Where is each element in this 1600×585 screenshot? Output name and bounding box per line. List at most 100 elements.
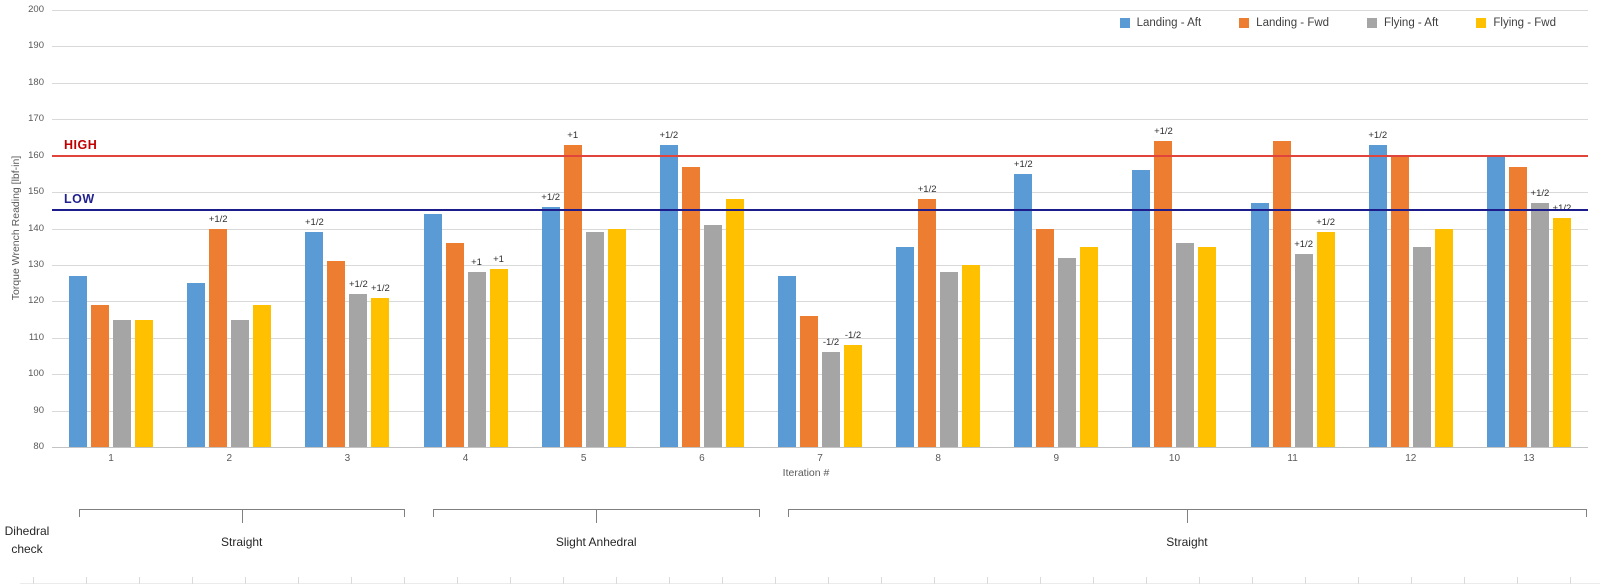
legend-swatch-icon (1476, 18, 1487, 28)
gridline (52, 374, 1588, 376)
bar-flying-aft[interactable] (231, 319, 250, 447)
bottom-faint-tick (775, 577, 776, 584)
bar-landing-fwd[interactable] (91, 304, 110, 447)
bar-landing-aft[interactable] (1486, 155, 1505, 447)
bar-flying-fwd[interactable] (844, 345, 862, 447)
bar-data-label: +1/2 (1294, 238, 1313, 250)
bar-data-label: +1/2 (1154, 126, 1173, 138)
bar-landing-fwd[interactable] (681, 166, 700, 447)
bar-flying-aft[interactable] (1530, 203, 1549, 447)
bar-flying-fwd[interactable] (253, 304, 272, 447)
bar-flying-fwd[interactable] (1198, 246, 1217, 447)
bottom-faint-tick (86, 577, 87, 584)
bar-landing-aft[interactable] (187, 283, 206, 447)
legend-label: Landing - Fwd (1256, 17, 1330, 29)
group-bracket-end (1586, 509, 1587, 517)
bar-flying-fwd[interactable] (371, 297, 390, 447)
bar-flying-fwd[interactable] (607, 228, 626, 447)
bar-flying-aft[interactable] (349, 294, 368, 447)
gridline (52, 410, 1588, 412)
group-bracket-end (79, 509, 80, 517)
bar-landing-aft[interactable] (1250, 203, 1269, 447)
bottom-faint-tick (139, 577, 140, 584)
bar-landing-fwd[interactable] (209, 228, 228, 447)
bar-landing-aft[interactable] (659, 144, 678, 447)
bar-data-label: +1/2 (1316, 217, 1335, 229)
legend-label: Flying - Aft (1384, 17, 1439, 29)
group-bracket-center-tick (241, 509, 243, 523)
bar-flying-aft[interactable] (1058, 257, 1077, 447)
legend-item-landing-aft[interactable]: Landing - Aft (1119, 17, 1201, 29)
bar-flying-fwd[interactable] (725, 199, 744, 447)
y-tick-label: 100 (28, 368, 44, 380)
bar-flying-aft[interactable] (1176, 243, 1195, 447)
group-axis-label: Dihedral check (1, 522, 53, 558)
gridline (52, 10, 1588, 11)
bottom-faint-tick (457, 577, 458, 584)
bottom-faint-tick (298, 577, 299, 584)
bottom-faint-tick (1040, 577, 1041, 584)
bar-landing-fwd[interactable] (563, 144, 582, 447)
group-bracket-center-tick (1186, 509, 1188, 523)
y-tick-label: 140 (28, 222, 44, 234)
x-tick-label: 5 (580, 453, 587, 464)
bar-landing-aft[interactable] (1132, 170, 1151, 447)
bar-data-label: +1/2 (304, 217, 324, 229)
bar-flying-aft[interactable] (940, 272, 959, 447)
bar-flying-fwd[interactable] (962, 264, 981, 447)
bottom-faint-line (20, 583, 1600, 584)
bar-flying-fwd[interactable] (1316, 232, 1335, 447)
y-tick-label: 160 (28, 149, 44, 161)
bar-flying-aft[interactable] (467, 272, 486, 447)
bottom-faint-tick (1146, 577, 1147, 584)
bar-landing-aft[interactable] (778, 275, 796, 447)
bar-flying-fwd[interactable] (489, 268, 508, 447)
bar-landing-fwd[interactable] (1390, 155, 1409, 447)
ref-line-label-high: HIGH (64, 137, 98, 152)
x-tick-label: 4 (462, 453, 469, 464)
bar-flying-aft[interactable] (822, 352, 840, 447)
bar-flying-aft[interactable] (1294, 253, 1313, 447)
legend-item-flying-aft[interactable]: Flying - Aft (1367, 17, 1438, 29)
bar-landing-fwd[interactable] (1508, 166, 1527, 447)
group-bracket-end (404, 509, 406, 517)
bar-landing-fwd[interactable] (445, 243, 464, 447)
bar-landing-aft[interactable] (896, 246, 915, 447)
bar-flying-aft[interactable] (113, 319, 132, 447)
bar-landing-aft[interactable] (1368, 144, 1387, 447)
bar-landing-aft[interactable] (305, 232, 324, 447)
bar-landing-aft[interactable] (69, 275, 88, 447)
x-tick-label: 9 (1053, 453, 1060, 464)
bar-landing-fwd[interactable] (918, 199, 937, 447)
bar-landing-fwd[interactable] (800, 315, 818, 447)
bar-flying-fwd[interactable] (1552, 217, 1571, 447)
bar-landing-fwd[interactable] (1272, 141, 1291, 447)
legend-item-landing-fwd[interactable]: Landing - Fwd (1239, 17, 1329, 29)
bar-landing-aft[interactable] (1014, 173, 1033, 447)
x-tick-label: 12 (1405, 453, 1417, 464)
bar-flying-fwd[interactable] (1080, 246, 1099, 447)
bottom-faint-tick (1517, 577, 1518, 584)
bar-data-label: +1 (471, 257, 482, 269)
x-tick-label: 10 (1168, 453, 1181, 464)
legend-swatch-icon (1367, 18, 1378, 28)
group-label: Straight (1166, 535, 1208, 549)
bottom-faint-tick (1093, 577, 1094, 584)
bar-data-label: -1/2 (822, 337, 840, 349)
bar-flying-fwd[interactable] (1434, 228, 1453, 447)
bar-landing-aft[interactable] (423, 213, 442, 447)
bar-data-label: +1/2 (541, 191, 561, 203)
bar-data-label: +1/2 (208, 213, 228, 225)
bar-landing-fwd[interactable] (1154, 141, 1173, 447)
bottom-faint-tick (828, 577, 829, 584)
bar-landing-fwd[interactable] (1036, 228, 1055, 447)
bar-data-label: +1/2 (370, 282, 390, 294)
bar-landing-fwd[interactable] (327, 261, 346, 447)
bar-flying-aft[interactable] (703, 224, 722, 447)
bar-landing-aft[interactable] (541, 206, 560, 447)
bar-flying-aft[interactable] (1412, 246, 1431, 447)
bar-flying-aft[interactable] (585, 232, 604, 447)
bar-flying-fwd[interactable] (135, 319, 154, 447)
legend-item-flying-fwd[interactable]: Flying - Fwd (1476, 17, 1556, 29)
group-axis-label-line1: Dihedral (4, 524, 50, 538)
